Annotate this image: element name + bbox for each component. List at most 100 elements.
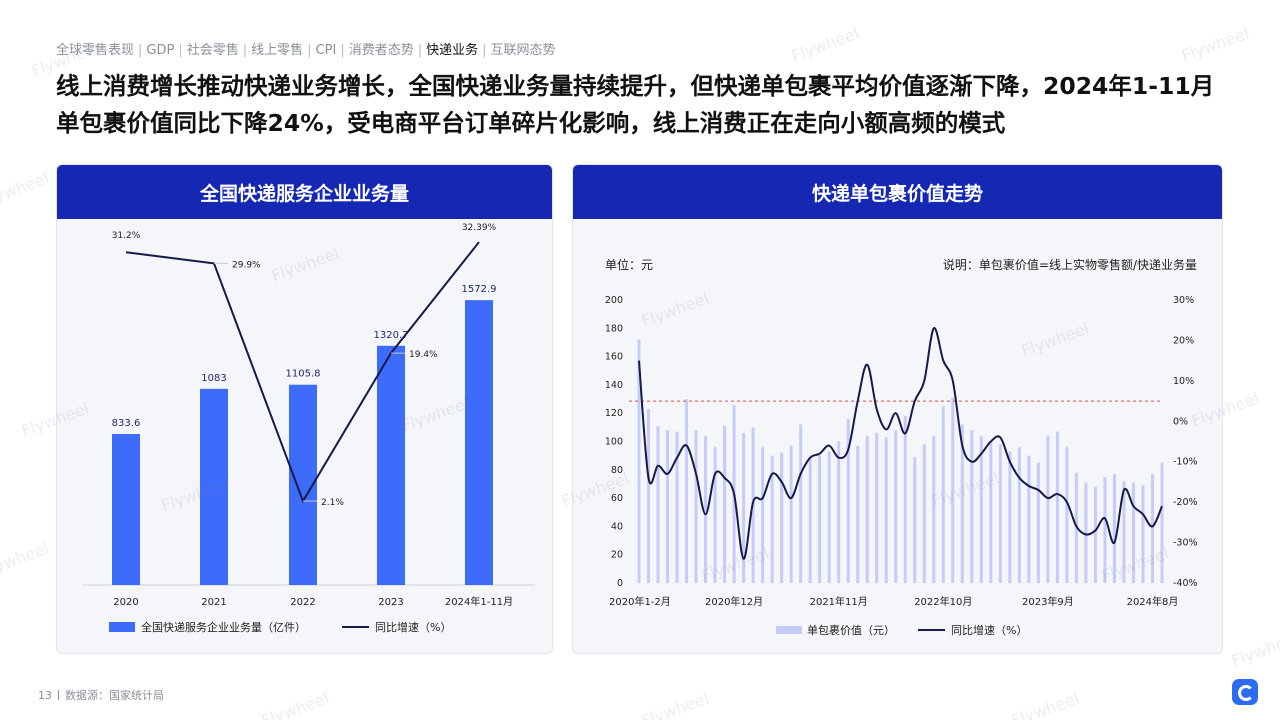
value-bar (951, 397, 955, 583)
y2-tick-label: -20% (1173, 497, 1198, 508)
value-bar (979, 435, 983, 583)
legend-line-label: 同比增速（%） (951, 623, 1027, 637)
value-bar (704, 435, 708, 583)
watermark: Flywheel (0, 538, 52, 581)
value-bar (637, 339, 641, 583)
growth-value-label: 32.39% (462, 223, 497, 233)
nav-item[interactable]: 快递业务 (426, 43, 479, 58)
nav-item[interactable]: 消费者态势 (348, 43, 414, 58)
growth-value-label: 19.4% (409, 350, 438, 360)
nav-separator: | (482, 43, 487, 58)
value-bar (666, 430, 670, 583)
bar (112, 434, 140, 585)
watermark: Flywheel (1228, 628, 1280, 671)
value-bar (1084, 482, 1088, 583)
y-tick-label: 180 (605, 323, 623, 334)
y2-tick-label: -30% (1173, 538, 1198, 549)
nav-separator: | (340, 43, 345, 58)
express-volume-chart: 833.6 2020 1083 2021 1105.8 2022 1320.7 2023 157… (83, 223, 535, 634)
value-bar (1103, 476, 1107, 583)
y-tick-label: 140 (605, 380, 623, 391)
bar-value-label: 833.6 (112, 418, 141, 429)
bar (465, 300, 493, 585)
nav-separator: | (242, 43, 248, 58)
x-tick-label: 2020年1-2月 (609, 595, 671, 608)
bar-value-label: 1105.8 (286, 369, 321, 380)
footer-divider (58, 690, 59, 700)
value-bar (1131, 482, 1135, 583)
y-tick-label: 120 (605, 408, 623, 419)
x-tick-label: 2021 (201, 597, 226, 608)
bar-value-label: 1572.9 (462, 284, 497, 295)
x-tick-label: 2024年1-11月 (445, 595, 513, 608)
page-headline: 线上消费增长推动快递业务增长，全国快递业务量持续提升，但快递单包裹平均价值逐渐下… (56, 72, 1215, 137)
value-bar (1093, 486, 1097, 583)
x-tick-label: 2023 (378, 597, 403, 608)
value-bar (941, 406, 945, 583)
value-bar (884, 437, 888, 583)
value-bar (1122, 481, 1126, 583)
y-tick-label: 0 (617, 578, 623, 589)
watermark: Flywheel (788, 23, 862, 66)
value-bar (656, 425, 660, 583)
nav-separator: | (307, 43, 312, 58)
legend-bar-label: 全国快递服务企业业务量（亿件） (141, 620, 306, 634)
nav-item[interactable]: 互联网态势 (490, 43, 556, 58)
panel-title-express-volume: 全国快递服务企业业务量 (57, 165, 552, 219)
value-bar (770, 455, 774, 583)
value-bar (827, 451, 831, 583)
value-bar (875, 433, 879, 583)
nav-separator: | (138, 43, 143, 58)
footer: 13 数据源：国家统计局 (38, 687, 164, 703)
value-bar (789, 445, 793, 583)
value-bar (1160, 462, 1164, 583)
value-bar (780, 452, 784, 583)
value-bar (742, 433, 746, 583)
value-bar (932, 435, 936, 583)
value-bar (675, 431, 679, 583)
nav-item[interactable]: 全球零售表现 (56, 43, 135, 58)
legend-bar-swatch (109, 622, 135, 632)
watermark: Flywheel (1008, 688, 1082, 720)
x-tick-label: 2021年11月 (810, 595, 868, 608)
x-tick-label: 2024年8月 (1127, 595, 1179, 608)
value-bar (922, 444, 926, 583)
nav-item[interactable]: 社会零售 (186, 43, 239, 58)
watermark: Flywheel (258, 688, 332, 720)
value-bar (761, 447, 765, 583)
formula-note: 说明：单包裹价值=线上实物零售额/快递业务量 (943, 257, 1197, 272)
bar (200, 388, 228, 585)
value-bar (913, 457, 917, 583)
value-bar (808, 458, 812, 583)
x-tick-label: 2020 (113, 597, 138, 608)
value-bar (970, 430, 974, 583)
value-bar (818, 455, 822, 583)
value-bar (865, 435, 869, 583)
value-bar (1065, 447, 1069, 583)
x-tick-label: 2022 (290, 597, 315, 608)
panel-express-volume: 全国快递服务企业业务量 833.6 2020 1083 2021 1105.8 2022 1… (56, 164, 553, 654)
nav-item[interactable]: CPI (315, 43, 337, 58)
panel-parcel-value: 快递单包裹价值走势 单位：元 说明：单包裹价值=线上实物零售额/快递业务量 0 20 4… (572, 164, 1223, 654)
growth-line (638, 327, 1163, 560)
value-bar (713, 447, 717, 583)
value-bar (647, 408, 651, 583)
y-tick-label: 80 (611, 465, 623, 476)
y2-tick-label: 10% (1173, 376, 1194, 387)
value-bar (989, 441, 993, 583)
value-bar (837, 441, 841, 583)
value-bar (903, 416, 907, 583)
watermark: Flywheel (638, 688, 712, 720)
nav-item[interactable]: 线上零售 (251, 43, 304, 58)
unit-label: 单位：元 (605, 257, 653, 272)
y2-tick-label: 30% (1173, 295, 1194, 306)
value-bar (998, 444, 1002, 583)
growth-value-label: 2.1% (321, 498, 344, 508)
growth-value-label: 31.2% (112, 231, 141, 241)
value-bar (1036, 462, 1040, 583)
value-bar (799, 424, 803, 583)
bar-value-label: 1083 (201, 373, 226, 384)
nav-item[interactable]: GDP (146, 43, 175, 58)
value-bar (1017, 447, 1021, 583)
y2-tick-label: -40% (1173, 578, 1198, 589)
